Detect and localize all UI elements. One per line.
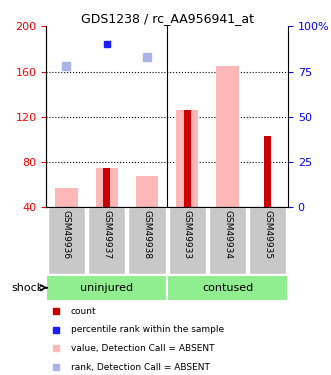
Bar <box>176 110 198 207</box>
Bar <box>184 110 191 207</box>
FancyBboxPatch shape <box>48 207 85 274</box>
Text: rank, Detection Call = ABSENT: rank, Detection Call = ABSENT <box>71 363 210 372</box>
FancyBboxPatch shape <box>249 207 286 274</box>
Bar <box>264 136 271 207</box>
FancyBboxPatch shape <box>128 207 166 274</box>
Text: contused: contused <box>202 283 253 292</box>
Text: GSM49935: GSM49935 <box>263 210 272 259</box>
Text: value, Detection Call = ABSENT: value, Detection Call = ABSENT <box>71 344 214 353</box>
Text: GSM49933: GSM49933 <box>183 210 192 259</box>
Title: GDS1238 / rc_AA956941_at: GDS1238 / rc_AA956941_at <box>81 12 254 25</box>
Bar <box>136 176 158 207</box>
FancyBboxPatch shape <box>209 207 246 274</box>
Text: GSM49938: GSM49938 <box>143 210 152 259</box>
FancyBboxPatch shape <box>167 275 288 301</box>
Bar <box>216 66 239 207</box>
Bar <box>55 188 77 207</box>
Text: shock: shock <box>12 283 44 292</box>
FancyBboxPatch shape <box>169 207 206 274</box>
FancyBboxPatch shape <box>88 207 125 274</box>
Bar <box>103 168 110 207</box>
Text: GSM49936: GSM49936 <box>62 210 71 259</box>
Text: percentile rank within the sample: percentile rank within the sample <box>71 326 224 334</box>
Text: GSM49934: GSM49934 <box>223 210 232 259</box>
Text: count: count <box>71 307 96 316</box>
Text: uninjured: uninjured <box>80 283 133 292</box>
Text: GSM49937: GSM49937 <box>102 210 111 259</box>
Bar <box>96 168 118 207</box>
FancyBboxPatch shape <box>46 275 167 301</box>
